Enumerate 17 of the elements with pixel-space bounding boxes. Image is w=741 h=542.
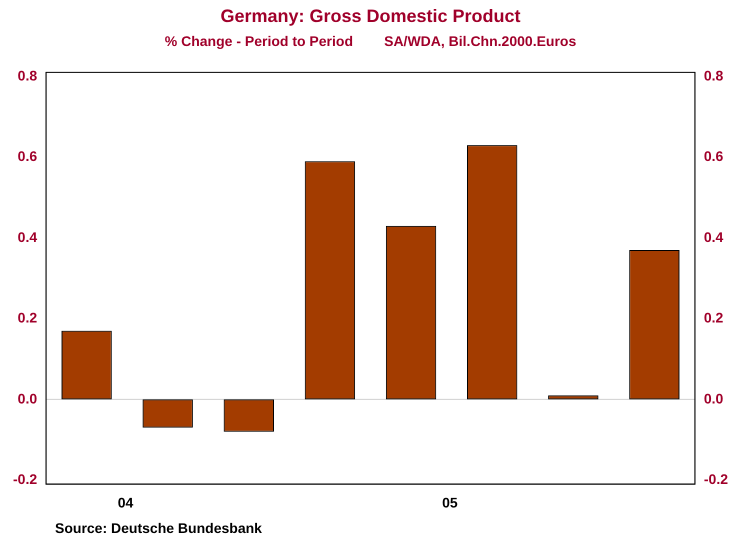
- y-tick-label: 0.4: [18, 228, 38, 245]
- source-note: Source: Deutsche Bundesbank: [55, 520, 262, 536]
- y-tick-label: -0.2: [13, 471, 38, 488]
- y-tick-label: 0.6: [18, 148, 38, 164]
- x-tick-label: 05: [442, 494, 458, 510]
- x-tick-label: 04: [118, 494, 134, 510]
- y2-tick-label: 0.0: [704, 390, 724, 406]
- y-tick-label: 0.0: [18, 390, 38, 406]
- y2-tick-label: 0.4: [704, 228, 724, 245]
- y2-tick-label: 0.2: [704, 310, 724, 326]
- y-tick-label: 0.8: [18, 67, 38, 84]
- y-tick-label: 0.2: [18, 310, 38, 326]
- y2-tick-label: -0.2: [704, 471, 728, 488]
- chart-subtitle: % Change - Period to Period SA/WDA, Bil.Chn.2000.Euros: [164, 32, 576, 49]
- y2-tick-label: 0.6: [704, 148, 724, 164]
- chart-title: Germany: Gross Domestic Product: [220, 6, 521, 26]
- y2-tick-label: 0.8: [704, 67, 724, 84]
